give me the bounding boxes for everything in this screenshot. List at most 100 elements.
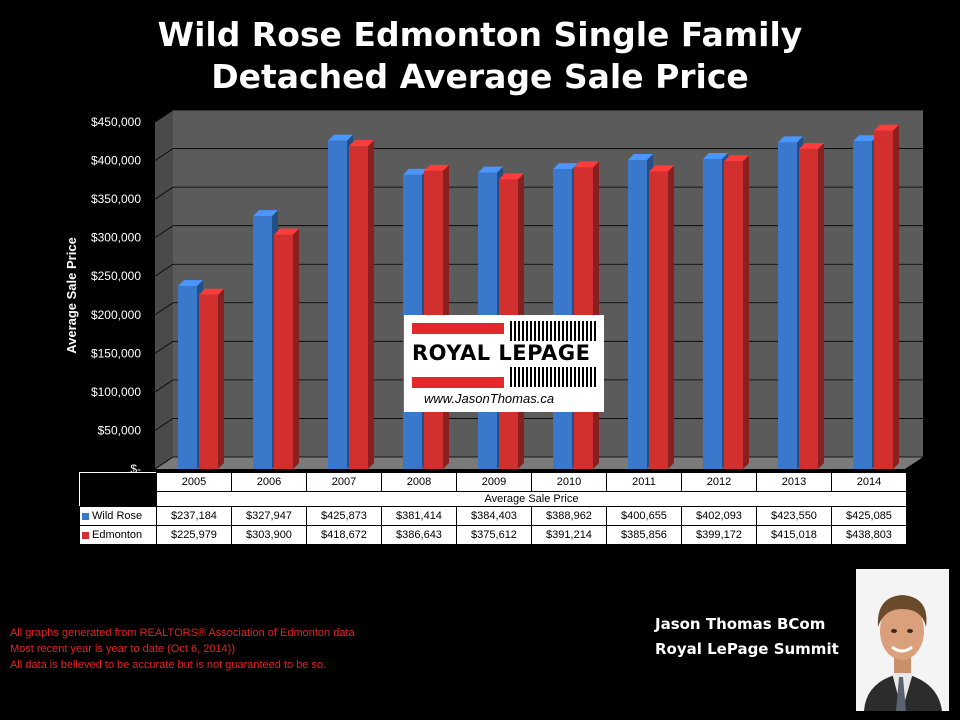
agent-info: Jason Thomas BCom Royal LePage Summit [655,612,839,662]
gridline [154,109,923,123]
bar-edmonton [199,294,218,469]
category-row: 2005 2006 2007 2008 2009 2010 2011 2012 … [79,472,907,492]
bar-top [649,165,674,172]
category-cell: 2013 [756,472,832,492]
category-cell: 2014 [831,472,907,492]
plot-side-wall [155,110,173,469]
bar-edmonton [349,146,368,470]
data-cell: $327,947 [231,506,307,526]
bar-edmonton [799,148,818,469]
bar-top [703,152,728,159]
table-row-edmonton: Edmonton $225,979 $303,900 $418,672 $386… [79,525,907,545]
bar-side [218,288,224,469]
data-cell: $388,962 [531,506,607,526]
data-cell: $385,856 [606,525,682,545]
legend-swatch [82,531,89,539]
data-cell: $400,655 [606,506,682,526]
y-tick-label: $400,000 [91,154,141,168]
agent-name: Jason Thomas BCom [655,615,826,633]
bar-top [628,154,653,161]
data-cell: $423,550 [756,506,832,526]
bar-top [199,288,224,295]
bar-wild-rose [853,141,872,470]
x-axis-label: Average Sale Price [156,491,907,507]
bar-top [874,124,899,131]
bar-top [253,210,278,217]
data-cell: $386,643 [381,525,457,545]
bar-edmonton [274,234,293,469]
bar-wild-rose [178,286,197,469]
data-cell: $418,672 [306,525,382,545]
bar-side [668,165,674,469]
chart-title: Wild Rose Edmonton Single Family Detache… [0,14,960,98]
legend-wild-rose: Wild Rose [79,506,157,526]
category-cell: 2007 [306,472,382,492]
data-cell: $303,900 [231,525,307,545]
data-cell: $402,093 [681,506,757,526]
category-cell: 2008 [381,472,457,492]
data-cell: $375,612 [456,525,532,545]
note-line: All data is believed to be accurate but … [10,659,327,671]
legend-edmonton: Edmonton [79,525,157,545]
y-tick-label: $100,000 [91,385,141,399]
bar-top [853,135,878,142]
royal-lepage-logo: ROYAL LEPAGE www.JasonThomas.ca [404,315,604,412]
logo-brand: ROYAL LEPAGE [412,341,591,365]
y-tick-label: $- [130,462,141,476]
logo-stripes [510,321,598,341]
title-line-2: Detached Average Sale Price [211,57,749,96]
bar-wild-rose [628,160,647,469]
logo-website: www.JasonThomas.ca [424,391,555,406]
bar-wild-rose [253,216,272,469]
y-axis-label: Average Sale Price [64,237,79,354]
table-row-wild-rose: Wild Rose $237,184 $327,947 $425,873 $38… [79,506,907,526]
bar-top [349,140,374,147]
y-tick-label: $200,000 [91,308,141,322]
category-cell: 2005 [156,472,232,492]
data-cell: $425,085 [831,506,907,526]
bar-top [574,161,599,168]
bar-edmonton [724,161,743,469]
y-tick-label: $450,000 [91,115,141,129]
agent-company: Royal LePage Summit [655,640,839,658]
logo-red-bar [412,323,504,334]
data-cell: $399,172 [681,525,757,545]
category-cell: 2012 [681,472,757,492]
data-cell: $225,979 [156,525,232,545]
bar-top [274,228,299,235]
x-axis-label-row: Average Sale Price [79,491,907,507]
data-cell: $425,873 [306,506,382,526]
bar-top [403,168,428,175]
bar-top [478,166,503,173]
data-table: 2005 2006 2007 2008 2009 2010 2011 2012 … [79,472,907,545]
bar-chart: $- $50,000 $100,000 $150,000 $200,000 $250,00… [64,109,923,476]
bar-top [778,136,803,143]
logo-red-bar [412,377,504,388]
bar-edmonton [874,130,893,469]
bar-side [818,142,824,469]
bar-wild-rose [703,158,722,469]
bar-top [724,155,749,162]
agent-portrait-image [856,569,949,711]
gridline [154,148,923,161]
data-cell: $391,214 [531,525,607,545]
y-tick-label: $150,000 [91,346,141,360]
bar-top [328,134,353,141]
bar-top [499,173,524,180]
bar-wild-rose [778,142,797,470]
disclaimer-notes: All graphs generated from REALTORS® Asso… [10,625,355,673]
data-cell: $381,414 [381,506,457,526]
note-line: Most recent year is year to date (Oct 6,… [10,643,235,655]
bar-side [893,124,899,470]
data-cell: $384,403 [456,506,532,526]
bar-top [178,280,203,287]
y-tick-label: $50,000 [98,423,142,437]
title-line-1: Wild Rose Edmonton Single Family [157,15,803,54]
data-cell: $438,803 [831,525,907,545]
bar-side [293,228,299,469]
agent-photo [856,569,949,711]
note-line: All graphs generated from REALTORS® Asso… [10,627,355,639]
category-cell: 2006 [231,472,307,492]
y-tick-label: $250,000 [91,269,141,283]
logo-stripes [510,367,598,387]
